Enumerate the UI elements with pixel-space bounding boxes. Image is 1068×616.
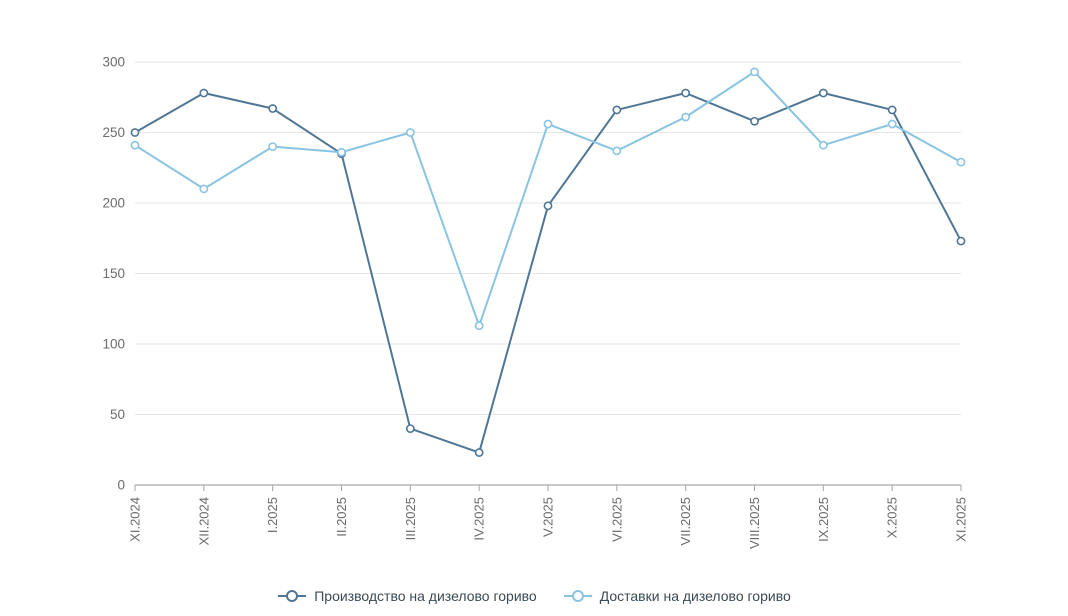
y-axis-label: 100 [102, 337, 125, 352]
y-axis-label: 250 [102, 125, 125, 140]
x-axis-label: VII.2025 [678, 497, 693, 545]
y-axis-label: 200 [102, 196, 125, 211]
legend-marker-deliveries-icon [563, 590, 592, 602]
x-axis-label: IV.2025 [472, 497, 487, 541]
data-point[interactable] [474, 321, 484, 331]
legend-label-production: Производство на дизелово гориво [314, 588, 537, 604]
x-axis-label: VI.2025 [609, 497, 624, 542]
data-point[interactable] [543, 201, 553, 211]
data-point[interactable] [750, 116, 759, 126]
legend-marker-production-icon [278, 590, 307, 602]
x-axis-label: XI.2025 [954, 497, 969, 542]
data-point[interactable] [337, 147, 346, 157]
data-point[interactable] [268, 142, 278, 151]
data-point[interactable] [130, 128, 140, 137]
data-point[interactable] [543, 119, 553, 129]
data-point[interactable] [681, 112, 691, 122]
x-axis-label: IX.2025 [816, 497, 831, 542]
y-axis-label: 50 [110, 407, 125, 422]
data-point[interactable] [405, 424, 415, 433]
series-line-0 [134, 92, 962, 454]
legend-item-production[interactable]: Производство на дизелово гориво [277, 588, 537, 604]
x-axis-label: VIII.2025 [747, 497, 762, 549]
data-point[interactable] [750, 67, 759, 77]
axis-labels-layer: 0 50 100 150 200 250 300 XI.2024 XII.2024 I.2025 I… [102, 55, 968, 550]
data-point[interactable] [681, 88, 691, 98]
x-axis-label: XII.2024 [196, 497, 211, 545]
data-point[interactable] [956, 157, 966, 167]
data-point[interactable] [199, 184, 209, 194]
data-point[interactable] [612, 105, 622, 115]
legend-label-deliveries: Доставки на дизелово гориво [599, 588, 791, 604]
x-axis-label: III.2025 [403, 497, 418, 540]
y-axis-label: 300 [102, 55, 125, 70]
data-point[interactable] [474, 448, 484, 457]
y-axis-label: 150 [102, 266, 125, 281]
data-point[interactable] [818, 140, 828, 150]
x-axis-label: I.2025 [265, 497, 280, 533]
data-point[interactable] [887, 119, 897, 129]
data-point[interactable] [612, 146, 622, 156]
legend-item-deliveries[interactable]: Доставки на дизелово гориво [563, 588, 791, 604]
data-point[interactable] [130, 140, 140, 150]
x-axis-label: II.2025 [334, 497, 349, 537]
axis-layer [134, 484, 962, 491]
legend: Производство на дизелово гориво Доставки… [0, 588, 1068, 604]
data-point[interactable] [818, 88, 828, 98]
x-axis-label: X.2025 [885, 497, 900, 538]
data-point[interactable] [405, 128, 415, 137]
data-point[interactable] [199, 88, 209, 98]
series-layer [130, 67, 966, 457]
data-point[interactable] [887, 105, 897, 115]
x-axis-label: V.2025 [541, 497, 556, 537]
data-point[interactable] [268, 104, 278, 113]
x-axis-label: XI.2024 [128, 497, 143, 542]
series-line-1 [134, 70, 962, 327]
data-point[interactable] [956, 236, 966, 246]
y-axis-label: 0 [117, 478, 125, 493]
grid-layer [135, 61, 961, 415]
